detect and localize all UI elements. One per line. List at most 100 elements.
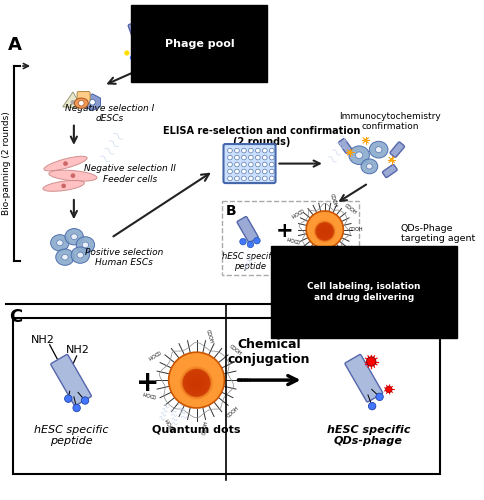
FancyBboxPatch shape (390, 142, 405, 158)
Circle shape (319, 226, 330, 237)
Circle shape (320, 226, 330, 236)
Circle shape (184, 370, 209, 396)
Text: COOH: COOH (141, 388, 157, 398)
Circle shape (262, 155, 267, 160)
Text: COOH: COOH (146, 348, 161, 360)
Circle shape (242, 169, 246, 174)
Circle shape (73, 404, 80, 411)
Circle shape (364, 138, 367, 142)
Text: ELISA re-selection and confirmation
(2 rounds): ELISA re-selection and confirmation (2 r… (163, 126, 360, 148)
FancyBboxPatch shape (382, 164, 397, 177)
Text: Quantum dots: Quantum dots (152, 424, 241, 434)
Circle shape (270, 162, 274, 167)
Polygon shape (84, 94, 101, 110)
Circle shape (249, 176, 253, 181)
Circle shape (192, 378, 201, 388)
Circle shape (322, 228, 328, 234)
Ellipse shape (57, 240, 63, 246)
Circle shape (249, 148, 253, 153)
Circle shape (130, 55, 135, 60)
Circle shape (136, 57, 141, 62)
Circle shape (318, 224, 332, 239)
Circle shape (314, 220, 336, 242)
Circle shape (323, 229, 327, 234)
Circle shape (323, 230, 326, 233)
Circle shape (242, 155, 246, 160)
Text: Chemical
conjugation: Chemical conjugation (228, 338, 310, 366)
Ellipse shape (71, 234, 77, 239)
Text: COOH: COOH (329, 193, 338, 208)
Text: hESC specific
QDs-phage: hESC specific QDs-phage (327, 424, 410, 446)
Ellipse shape (376, 146, 382, 152)
Text: COOH: COOH (165, 416, 177, 431)
Circle shape (314, 221, 335, 242)
Circle shape (235, 169, 239, 174)
Circle shape (324, 230, 326, 232)
Text: Negative selection II
Feeder cells: Negative selection II Feeder cells (84, 164, 176, 184)
Text: COOH: COOH (302, 251, 314, 266)
Circle shape (144, 56, 149, 61)
Circle shape (348, 150, 352, 154)
Circle shape (181, 367, 212, 399)
Circle shape (242, 148, 246, 153)
Ellipse shape (71, 247, 90, 264)
Text: NH2: NH2 (66, 346, 90, 356)
Circle shape (191, 378, 202, 388)
Ellipse shape (349, 146, 369, 165)
Circle shape (270, 176, 274, 181)
Circle shape (320, 227, 329, 235)
FancyBboxPatch shape (224, 144, 275, 183)
Circle shape (157, 52, 162, 58)
Circle shape (227, 169, 232, 174)
Circle shape (168, 352, 225, 408)
FancyBboxPatch shape (128, 21, 150, 52)
Circle shape (318, 224, 332, 238)
Circle shape (186, 372, 207, 393)
Circle shape (318, 225, 331, 238)
Ellipse shape (369, 142, 388, 158)
Circle shape (182, 369, 211, 397)
Circle shape (191, 377, 203, 389)
Circle shape (249, 155, 253, 160)
Text: COOH: COOH (327, 254, 334, 269)
Circle shape (376, 393, 383, 400)
Text: B: B (226, 204, 236, 218)
Text: hESC specific
peptide: hESC specific peptide (34, 424, 108, 446)
Text: COOH: COOH (226, 406, 241, 419)
Circle shape (254, 238, 260, 244)
Circle shape (306, 211, 343, 248)
Circle shape (187, 374, 206, 392)
Circle shape (262, 162, 267, 167)
Circle shape (368, 402, 376, 410)
Text: Negative selection I
dESCs: Negative selection I dESCs (65, 104, 155, 123)
Text: Positive selection
Human ESCs: Positive selection Human ESCs (85, 248, 163, 267)
Circle shape (188, 374, 205, 392)
Circle shape (61, 184, 66, 188)
Circle shape (180, 366, 213, 400)
Circle shape (390, 158, 393, 162)
Circle shape (316, 222, 334, 240)
Circle shape (71, 174, 76, 178)
FancyBboxPatch shape (152, 23, 172, 54)
Circle shape (227, 162, 232, 167)
Circle shape (227, 148, 232, 153)
Circle shape (189, 375, 204, 390)
Text: A: A (8, 36, 22, 54)
Circle shape (78, 100, 84, 106)
Circle shape (256, 169, 260, 174)
Ellipse shape (356, 152, 363, 158)
Text: +: + (136, 369, 159, 397)
Circle shape (183, 370, 210, 396)
Circle shape (249, 169, 253, 174)
Ellipse shape (75, 98, 88, 108)
Ellipse shape (366, 164, 372, 169)
FancyBboxPatch shape (339, 138, 352, 153)
Circle shape (270, 148, 274, 153)
FancyBboxPatch shape (144, 15, 160, 44)
Circle shape (262, 169, 267, 174)
Ellipse shape (62, 254, 68, 260)
Circle shape (249, 162, 253, 167)
Circle shape (227, 155, 232, 160)
Circle shape (196, 382, 197, 384)
Circle shape (194, 380, 199, 386)
